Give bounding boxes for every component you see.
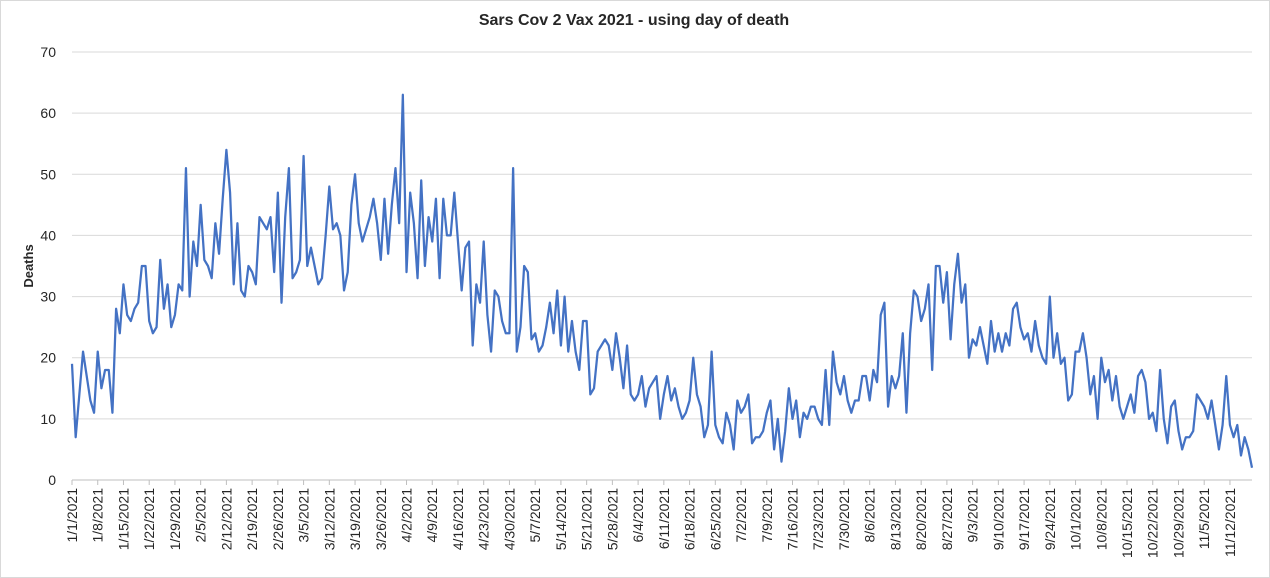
x-tick-label: 5/14/2021 (553, 488, 569, 550)
x-tick-label: 11/5/2021 (1196, 488, 1212, 549)
x-tick-label: 4/16/2021 (450, 488, 466, 550)
x-tick-label: 3/19/2021 (347, 488, 363, 550)
x-tick-label: 10/8/2021 (1093, 488, 1109, 550)
y-tick-label: 20 (40, 350, 56, 366)
y-axis-label: Deaths (21, 244, 36, 287)
x-tick-label: 8/20/2021 (913, 488, 929, 550)
x-tick-label: 1/15/2021 (115, 488, 131, 550)
y-tick-label: 50 (40, 166, 56, 182)
x-tick-label: 10/15/2021 (1119, 488, 1135, 558)
x-tick-label: 1/8/2021 (90, 488, 106, 543)
x-tick-label: 6/11/2021 (656, 488, 672, 549)
x-tick-label: 9/10/2021 (990, 488, 1006, 550)
y-tick-label: 60 (40, 105, 56, 121)
x-axis-ticks: 1/1/2021 1/8/2021 1/15/2021 1/22/2021 1/29/2… (64, 480, 1238, 558)
x-tick-label: 7/23/2021 (810, 488, 826, 550)
x-tick-label: 3/12/2021 (321, 488, 337, 550)
x-tick-label: 7/9/2021 (759, 488, 775, 543)
x-tick-label: 7/30/2021 (836, 488, 852, 550)
y-axis-ticks: 0 10 20 30 40 50 60 70 (40, 44, 56, 488)
x-tick-label: 2/26/2021 (270, 488, 286, 550)
x-tick-label: 4/30/2021 (501, 488, 517, 550)
x-tick-label: 8/13/2021 (887, 488, 903, 550)
x-tick-label: 8/27/2021 (939, 488, 955, 550)
x-tick-label: 9/17/2021 (1016, 488, 1032, 550)
x-tick-label: 6/4/2021 (630, 488, 646, 543)
chart-title: Sars Cov 2 Vax 2021 - using day of death (478, 12, 790, 29)
series-deaths (70, 93, 1254, 468)
x-tick-label: 10/1/2021 (1068, 488, 1084, 550)
x-tick-label: 2/19/2021 (244, 488, 260, 550)
x-tick-label: 6/18/2021 (682, 488, 698, 550)
y-tick-label: 0 (48, 472, 56, 488)
x-tick-label: 3/26/2021 (373, 488, 389, 550)
x-tick-label: 9/24/2021 (1042, 488, 1058, 550)
x-tick-label: 1/29/2021 (167, 488, 183, 550)
x-tick-label: 2/5/2021 (193, 488, 209, 543)
y-tick-label: 10 (40, 411, 56, 427)
y-tick-label: 30 (40, 289, 56, 305)
x-tick-label: 2/12/2021 (218, 488, 234, 550)
x-tick-label: 4/23/2021 (476, 488, 492, 550)
x-tick-label: 11/12/2021 (1222, 488, 1238, 557)
x-tick-label: 4/9/2021 (424, 488, 440, 543)
x-tick-label: 6/25/2021 (707, 488, 723, 550)
x-tick-label: 7/2/2021 (733, 488, 749, 543)
x-tick-label: 1/22/2021 (141, 488, 157, 550)
x-tick-label: 5/7/2021 (527, 488, 543, 543)
x-tick-label: 7/16/2021 (784, 488, 800, 550)
x-tick-label: 1/1/2021 (64, 488, 80, 543)
x-tick-label: 9/3/2021 (965, 488, 981, 543)
x-tick-label: 10/22/2021 (1145, 488, 1161, 558)
y-tick-label: 40 (40, 227, 56, 243)
y-tick-label: 70 (40, 44, 56, 60)
x-tick-label: 3/5/2021 (296, 488, 312, 543)
series-line (70, 93, 1254, 468)
x-tick-label: 5/21/2021 (579, 488, 595, 550)
x-tick-label: 10/29/2021 (1170, 488, 1186, 558)
x-tick-label: 4/2/2021 (399, 488, 415, 543)
x-tick-label: 5/28/2021 (604, 488, 620, 550)
x-tick-label: 8/6/2021 (862, 488, 878, 543)
gridlines (72, 51, 1252, 420)
